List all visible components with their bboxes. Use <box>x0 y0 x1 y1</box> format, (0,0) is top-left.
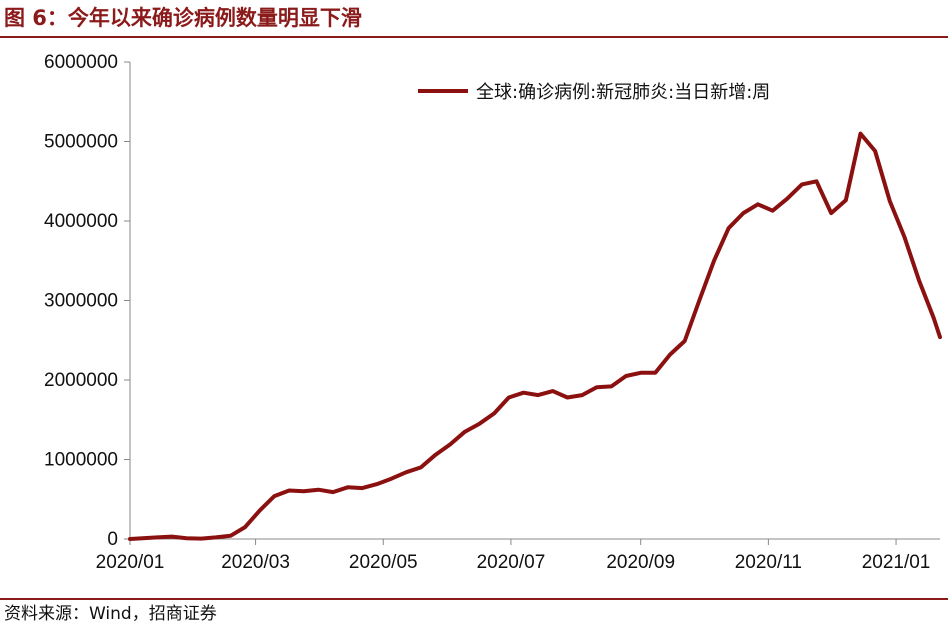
chart-title: 图 6：今年以来确诊病例数量明显下滑 <box>4 6 362 30</box>
y-tick-label: 1000000 <box>44 450 118 471</box>
x-tick-label: 2020/11 <box>735 552 802 573</box>
chart-axes: 0 1000000 2000000 3000000 4000000 5000000 6000… <box>44 52 940 573</box>
line-chart: 0 1000000 2000000 3000000 4000000 5000000 6000… <box>44 52 942 573</box>
x-tick-label: 2020/01 <box>96 552 165 573</box>
y-tick-label: 5000000 <box>44 132 118 153</box>
x-tick-label: 2020/07 <box>477 552 546 573</box>
y-tick-label: 4000000 <box>44 211 118 232</box>
y-tick-label: 2000000 <box>44 370 118 391</box>
x-tick-label: 2021/01 <box>862 552 931 573</box>
x-tick-label: 2020/03 <box>221 552 290 573</box>
title-divider <box>0 36 948 38</box>
series-line <box>128 131 942 541</box>
y-tick-label: 0 <box>107 529 118 550</box>
x-tick-label: 2020/09 <box>606 552 675 573</box>
y-tick-label: 3000000 <box>44 291 118 312</box>
y-tick-label: 6000000 <box>44 52 118 73</box>
legend-label: 全球:确诊病例:新冠肺炎:当日新增:周 <box>476 82 770 103</box>
chart-legend: 全球:确诊病例:新冠肺炎:当日新增:周 <box>418 82 770 103</box>
x-tick-label: 2020/05 <box>349 552 418 573</box>
footer-divider <box>0 598 948 600</box>
plot-area <box>128 131 942 541</box>
source-note: 资料来源：Wind，招商证券 <box>4 604 217 624</box>
